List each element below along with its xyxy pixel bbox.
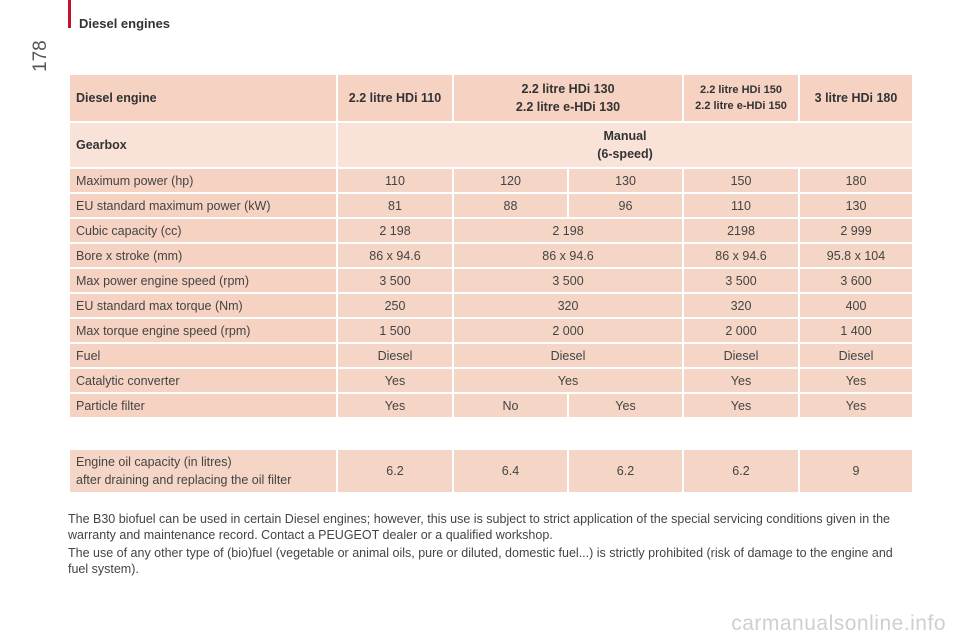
table-cell: 130 xyxy=(569,169,682,192)
table-cell: 400 xyxy=(800,294,912,317)
biofuel-note: The B30 biofuel can be used in certain D… xyxy=(68,512,890,542)
row-label: Max power engine speed (rpm) xyxy=(70,269,336,292)
engine-col-2: 2.2 litre HDi 130 2.2 litre e-HDi 130 xyxy=(454,75,682,121)
engine-col-2-line1: 2.2 litre HDi 130 xyxy=(521,82,615,96)
table-cell: 2198 xyxy=(684,219,798,242)
table-row: Cubic capacity (cc) 2 198 2 198 2198 2 9… xyxy=(70,219,912,242)
table-cell: 1 400 xyxy=(800,319,912,342)
engine-col-3-line2: 2.2 litre e-HDi 150 xyxy=(695,100,787,112)
table-row: EU standard maximum power (kW) 81 88 96 … xyxy=(70,194,912,217)
fuel-warning-note: The use of any other type of (bio)fuel (… xyxy=(68,546,893,576)
row-label: EU standard maximum power (kW) xyxy=(70,194,336,217)
gearbox-value: Manual (6-speed) xyxy=(338,123,912,167)
table-cell: 110 xyxy=(684,194,798,217)
table-cell: 9 xyxy=(800,450,912,492)
table-cell: 86 x 94.6 xyxy=(684,244,798,267)
table-cell: 2 000 xyxy=(684,319,798,342)
table-row: Catalytic converter Yes Yes Yes Yes xyxy=(70,369,912,392)
table-cell: Yes xyxy=(800,394,912,417)
table-row: Max torque engine speed (rpm) 1 500 2 00… xyxy=(70,319,912,342)
table-cell: Yes xyxy=(569,394,682,417)
gearbox-row: Gearbox Manual (6-speed) xyxy=(70,123,912,167)
table-cell: 130 xyxy=(800,194,912,217)
row-label: Cubic capacity (cc) xyxy=(70,219,336,242)
table-cell: Yes xyxy=(684,369,798,392)
table-cell: 96 xyxy=(569,194,682,217)
table-cell: Yes xyxy=(800,369,912,392)
page-accent-bar xyxy=(68,0,71,28)
table-row: Max power engine speed (rpm) 3 500 3 500… xyxy=(70,269,912,292)
row-label: Maximum power (hp) xyxy=(70,169,336,192)
gearbox-label: Gearbox xyxy=(70,123,336,167)
table-row: Bore x stroke (mm) 86 x 94.6 86 x 94.6 8… xyxy=(70,244,912,267)
table-cell: 3 500 xyxy=(454,269,682,292)
engine-header-row: Diesel engine 2.2 litre HDi 110 2.2 litr… xyxy=(70,75,912,121)
engine-col-1: 2.2 litre HDi 110 xyxy=(338,75,452,121)
gearbox-type: Manual xyxy=(603,129,647,143)
oil-label-line2: after draining and replacing the oil fil… xyxy=(76,473,292,487)
table-cell: 2 000 xyxy=(454,319,682,342)
table-cell: 3 500 xyxy=(338,269,452,292)
table-cell: 150 xyxy=(684,169,798,192)
table-cell: Diesel xyxy=(338,344,452,367)
table-cell: Yes xyxy=(338,394,452,417)
table-cell: 3 600 xyxy=(800,269,912,292)
table-cell: Yes xyxy=(338,369,452,392)
table-cell: Yes xyxy=(684,394,798,417)
engine-spec-table: Diesel engine 2.2 litre HDi 110 2.2 litr… xyxy=(68,73,914,419)
table-cell: 110 xyxy=(338,169,452,192)
table-row: Particle filter Yes No Yes Yes Yes xyxy=(70,394,912,417)
table-cell: 3 500 xyxy=(684,269,798,292)
oil-label-line1: Engine oil capacity (in litres) xyxy=(76,455,232,469)
section-title: Diesel engines xyxy=(79,16,171,31)
engine-col-3: 2.2 litre HDi 150 2.2 litre e-HDi 150 xyxy=(684,75,798,121)
table-cell: Diesel xyxy=(454,344,682,367)
table-cell: 320 xyxy=(454,294,682,317)
oil-capacity-row: Engine oil capacity (in litres) after dr… xyxy=(70,450,912,492)
table-cell: 2 198 xyxy=(454,219,682,242)
table-cell: 86 x 94.6 xyxy=(338,244,452,267)
row-label: Fuel xyxy=(70,344,336,367)
table-cell: 1 500 xyxy=(338,319,452,342)
table-cell: 180 xyxy=(800,169,912,192)
row-label: Catalytic converter xyxy=(70,369,336,392)
table-row: Fuel Diesel Diesel Diesel Diesel xyxy=(70,344,912,367)
engine-label: Diesel engine xyxy=(70,75,336,121)
table-cell: 6.2 xyxy=(569,450,682,492)
table-cell: 2 999 xyxy=(800,219,912,242)
row-label: Particle filter xyxy=(70,394,336,417)
table-cell: 320 xyxy=(684,294,798,317)
row-label: EU standard max torque (Nm) xyxy=(70,294,336,317)
table-cell: 250 xyxy=(338,294,452,317)
table-cell: Diesel xyxy=(684,344,798,367)
oil-capacity-table: Engine oil capacity (in litres) after dr… xyxy=(68,448,914,494)
table-cell: No xyxy=(454,394,567,417)
table-row: Maximum power (hp) 110 120 130 150 180 xyxy=(70,169,912,192)
table-cell: Diesel xyxy=(800,344,912,367)
table-cell: 6.2 xyxy=(684,450,798,492)
table-cell: 6.2 xyxy=(338,450,452,492)
table-cell: Yes xyxy=(454,369,682,392)
row-label: Max torque engine speed (rpm) xyxy=(70,319,336,342)
gearbox-speed: (6-speed) xyxy=(597,147,653,161)
table-row: EU standard max torque (Nm) 250 320 320 … xyxy=(70,294,912,317)
table-cell: 81 xyxy=(338,194,452,217)
table-cell: 120 xyxy=(454,169,567,192)
oil-capacity-label: Engine oil capacity (in litres) after dr… xyxy=(70,450,336,492)
table-cell: 2 198 xyxy=(338,219,452,242)
engine-col-3-line1: 2.2 litre HDi 150 xyxy=(700,84,782,96)
table-cell: 88 xyxy=(454,194,567,217)
table-cell: 6.4 xyxy=(454,450,567,492)
row-label: Bore x stroke (mm) xyxy=(70,244,336,267)
watermark: carmanualsonline.info xyxy=(731,612,946,635)
engine-col-4: 3 litre HDi 180 xyxy=(800,75,912,121)
table-cell: 86 x 94.6 xyxy=(454,244,682,267)
page-number: 178 xyxy=(30,40,51,72)
table-cell: 95.8 x 104 xyxy=(800,244,912,267)
engine-col-2-line2: 2.2 litre e-HDi 130 xyxy=(515,100,621,114)
